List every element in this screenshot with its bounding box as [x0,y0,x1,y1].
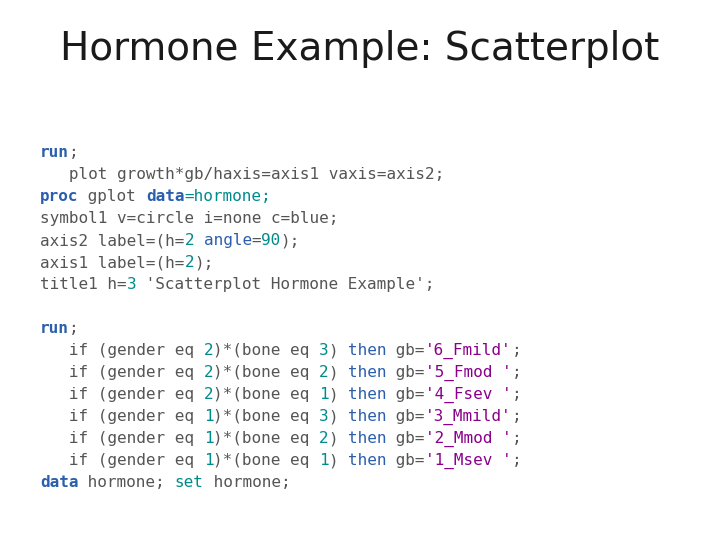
Text: 2: 2 [184,255,194,270]
Text: then: then [348,365,387,380]
Text: 3: 3 [127,277,136,292]
Text: gb=: gb= [387,431,425,446]
Text: run: run [40,321,69,336]
Text: if (gender eq: if (gender eq [40,409,204,424]
Text: gb=: gb= [387,343,425,358]
Text: =: = [252,233,261,248]
Text: 'Scatterplot Hormone Example';: 'Scatterplot Hormone Example'; [136,277,435,292]
Text: set: set [175,475,204,490]
Text: gb=: gb= [387,409,425,424]
Text: gb=: gb= [387,365,425,380]
Text: '2_Mmod ': '2_Mmod ' [425,431,512,447]
Text: '1_Msev ': '1_Msev ' [425,453,512,469]
Text: then: then [348,453,387,468]
Text: )*(bone eq: )*(bone eq [213,387,319,402]
Text: ;: ; [512,409,521,424]
Text: if (gender eq: if (gender eq [40,365,204,380]
Text: gb=: gb= [387,453,425,468]
Text: ;: ; [512,431,521,446]
Text: ): ) [329,365,348,380]
Text: if (gender eq: if (gender eq [40,343,204,358]
Text: data: data [146,189,184,204]
Text: '4_Fsev ': '4_Fsev ' [425,387,512,403]
Text: if (gender eq: if (gender eq [40,431,204,446]
Text: ): ) [329,453,348,468]
Text: )*(bone eq: )*(bone eq [213,409,319,424]
Text: proc: proc [40,189,78,204]
Text: );: ); [281,233,300,248]
Text: if (gender eq: if (gender eq [40,387,204,402]
Text: )*(bone eq: )*(bone eq [213,343,319,358]
Text: =hormone;: =hormone; [184,189,271,204]
Text: ;: ; [512,387,521,402]
Text: Hormone Example: Scatterplot: Hormone Example: Scatterplot [60,30,660,68]
Text: '6_Fmild': '6_Fmild' [425,343,512,359]
Text: title1 h=: title1 h= [40,277,127,292]
Text: ;: ; [512,365,521,380]
Text: ): ) [329,409,348,424]
Text: ): ) [329,387,348,402]
Text: '5_Fmod ': '5_Fmod ' [425,365,512,381]
Text: then: then [348,409,387,424]
Text: 3: 3 [319,343,329,358]
Text: ): ) [329,431,348,446]
Text: '3_Mmild': '3_Mmild' [425,409,512,425]
Text: 1: 1 [204,409,213,424]
Text: 2: 2 [204,343,213,358]
Text: hormone;: hormone; [204,475,290,490]
Text: ;: ; [512,453,521,468]
Text: 1: 1 [204,431,213,446]
Text: ;: ; [69,145,78,160]
Text: 2: 2 [319,431,329,446]
Text: then: then [348,431,387,446]
Text: ;: ; [512,343,521,358]
Text: )*(bone eq: )*(bone eq [213,431,319,446]
Text: )*(bone eq: )*(bone eq [213,453,319,468]
Text: gplot: gplot [78,189,146,204]
Text: plot growth*gb/haxis=axis1 vaxis=axis2;: plot growth*gb/haxis=axis1 vaxis=axis2; [40,167,444,182]
Text: ): ) [329,343,348,358]
Text: angle: angle [204,233,252,248]
Text: symbol1 v=circle i=none c=blue;: symbol1 v=circle i=none c=blue; [40,211,338,226]
Text: if (gender eq: if (gender eq [40,453,204,468]
Text: 2: 2 [204,387,213,402]
Text: then: then [348,387,387,402]
Text: axis1 label=(h=: axis1 label=(h= [40,255,184,270]
Text: 2: 2 [204,365,213,380]
Text: );: ); [194,255,213,270]
Text: ;: ; [69,321,78,336]
Text: then: then [348,343,387,358]
Text: run: run [40,145,69,160]
Text: gb=: gb= [387,387,425,402]
Text: 2: 2 [319,365,329,380]
Text: 2: 2 [184,233,194,248]
Text: 90: 90 [261,233,281,248]
Text: )*(bone eq: )*(bone eq [213,365,319,380]
Text: 3: 3 [319,409,329,424]
Text: axis2 label=(h=: axis2 label=(h= [40,233,184,248]
Text: hormone;: hormone; [78,475,175,490]
Text: 1: 1 [319,387,329,402]
Text: 1: 1 [319,453,329,468]
Text: 1: 1 [204,453,213,468]
Text: data: data [40,475,78,490]
